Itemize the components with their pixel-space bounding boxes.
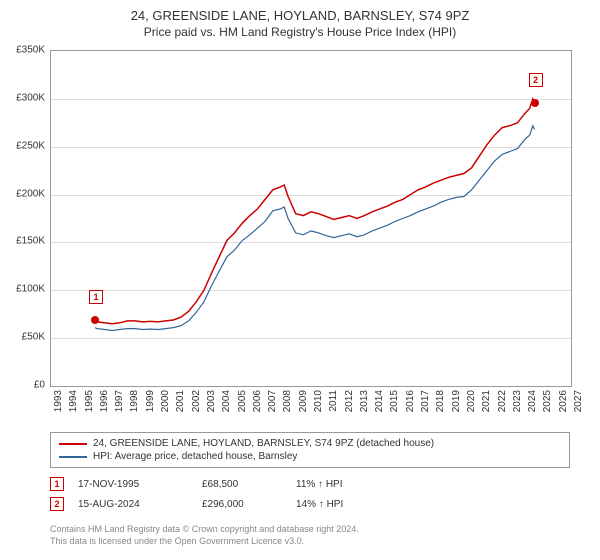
x-tick-label: 2018 xyxy=(435,390,446,412)
x-tick-label: 2001 xyxy=(175,390,186,412)
tx-price: £296,000 xyxy=(202,499,282,510)
chart-subtitle: Price paid vs. HM Land Registry's House … xyxy=(0,23,600,39)
x-tick-label: 2005 xyxy=(237,390,248,412)
hpi-series-line xyxy=(95,126,535,331)
y-tick-label: £150K xyxy=(0,236,45,247)
legend-item-property: 24, GREENSIDE LANE, HOYLAND, BARNSLEY, S… xyxy=(59,437,561,450)
x-tick-label: 1997 xyxy=(114,390,125,412)
x-tick-label: 2021 xyxy=(481,390,492,412)
x-tick-label: 2022 xyxy=(497,390,508,412)
x-tick-label: 2017 xyxy=(420,390,431,412)
x-tick-label: 2012 xyxy=(344,390,355,412)
x-tick-label: 2010 xyxy=(313,390,324,412)
x-tick-label: 2019 xyxy=(451,390,462,412)
line-series-svg xyxy=(51,51,571,386)
table-row: 1 17-NOV-1995 £68,500 11% ↑ HPI xyxy=(50,474,570,494)
x-tick-label: 1994 xyxy=(68,390,79,412)
x-tick-label: 2008 xyxy=(282,390,293,412)
x-tick-label: 1996 xyxy=(99,390,110,412)
x-tick-label: 2023 xyxy=(512,390,523,412)
transactions-table: 1 17-NOV-1995 £68,500 11% ↑ HPI 2 15-AUG-2024… xyxy=(50,474,570,514)
x-tick-label: 1995 xyxy=(84,390,95,412)
y-tick-label: £250K xyxy=(0,140,45,151)
y-tick-label: £300K xyxy=(0,92,45,103)
x-tick-label: 1999 xyxy=(145,390,156,412)
sale-dot xyxy=(91,316,99,324)
x-tick-label: 2025 xyxy=(542,390,553,412)
legend-label-property: 24, GREENSIDE LANE, HOYLAND, BARNSLEY, S… xyxy=(93,438,434,449)
y-tick-label: £0 xyxy=(0,380,45,391)
footnote: Contains HM Land Registry data © Crown c… xyxy=(50,524,570,547)
x-tick-label: 2013 xyxy=(359,390,370,412)
x-tick-label: 1993 xyxy=(53,390,64,412)
x-tick-label: 2011 xyxy=(328,390,339,412)
tx-date: 17-NOV-1995 xyxy=(78,479,188,490)
table-row: 2 15-AUG-2024 £296,000 14% ↑ HPI xyxy=(50,494,570,514)
x-tick-label: 2020 xyxy=(466,390,477,412)
x-tick-label: 2015 xyxy=(389,390,400,412)
x-tick-label: 2024 xyxy=(527,390,538,412)
x-tick-label: 2026 xyxy=(558,390,569,412)
y-tick-label: £200K xyxy=(0,188,45,199)
x-tick-label: 2000 xyxy=(160,390,171,412)
x-tick-label: 2007 xyxy=(267,390,278,412)
x-tick-label: 2006 xyxy=(252,390,263,412)
y-tick-label: £350K xyxy=(0,45,45,56)
x-tick-label: 2002 xyxy=(191,390,202,412)
tx-marker-box: 2 xyxy=(50,497,64,511)
x-tick-label: 1998 xyxy=(129,390,140,412)
price-chart-container: 24, GREENSIDE LANE, HOYLAND, BARNSLEY, S… xyxy=(0,0,600,560)
legend: 24, GREENSIDE LANE, HOYLAND, BARNSLEY, S… xyxy=(50,432,570,468)
plot-area: 12 xyxy=(50,50,572,387)
property-series-line xyxy=(95,99,535,324)
tx-price: £68,500 xyxy=(202,479,282,490)
tx-date: 15-AUG-2024 xyxy=(78,499,188,510)
legend-item-hpi: HPI: Average price, detached house, Barn… xyxy=(59,450,561,463)
x-tick-label: 2009 xyxy=(298,390,309,412)
sale-marker-box: 1 xyxy=(89,290,103,304)
legend-label-hpi: HPI: Average price, detached house, Barn… xyxy=(93,451,297,462)
sale-marker-box: 2 xyxy=(529,73,543,87)
y-tick-label: £50K xyxy=(0,332,45,343)
legend-swatch-hpi xyxy=(59,456,87,458)
x-tick-label: 2004 xyxy=(221,390,232,412)
chart-title: 24, GREENSIDE LANE, HOYLAND, BARNSLEY, S… xyxy=(0,0,600,23)
y-tick-label: £100K xyxy=(0,284,45,295)
x-tick-label: 2027 xyxy=(573,390,584,412)
tx-marker-box: 1 xyxy=(50,477,64,491)
legend-swatch-property xyxy=(59,443,87,445)
tx-pct: 14% ↑ HPI xyxy=(296,499,376,510)
x-tick-label: 2014 xyxy=(374,390,385,412)
tx-pct: 11% ↑ HPI xyxy=(296,479,376,490)
x-tick-label: 2003 xyxy=(206,390,217,412)
sale-dot xyxy=(531,99,539,107)
x-tick-label: 2016 xyxy=(405,390,416,412)
